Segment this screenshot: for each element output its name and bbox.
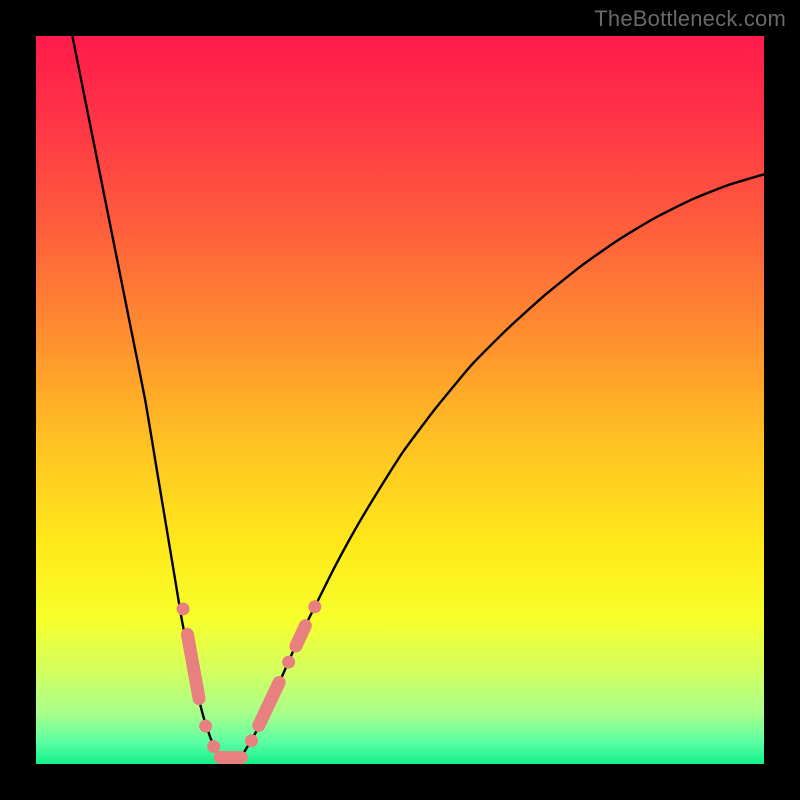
watermark-text: TheBottleneck.com (594, 6, 786, 32)
marker-dot (282, 656, 295, 669)
stage: TheBottleneck.com (0, 0, 800, 800)
plot-area (36, 36, 764, 764)
chart-overlay (36, 36, 764, 764)
marker-pill (259, 682, 279, 725)
marker-pill (187, 634, 199, 698)
marker-pill (296, 626, 305, 646)
marker-dot (207, 740, 220, 753)
marker-dot (177, 602, 190, 615)
bottleneck-curve (72, 36, 764, 764)
marker-dot (308, 600, 321, 613)
data-markers (177, 600, 322, 757)
marker-dot (199, 720, 212, 733)
marker-dot (245, 734, 258, 747)
